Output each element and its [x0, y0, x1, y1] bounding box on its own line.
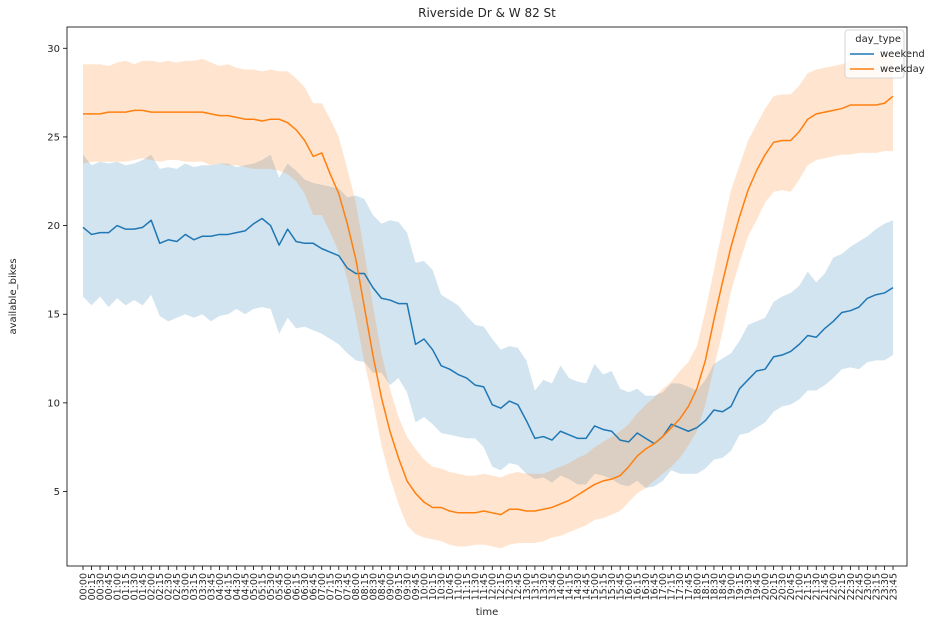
legend-label-weekend: weekend: [880, 49, 925, 60]
y-axis-label: available_bikes: [8, 258, 19, 334]
x-tick-label: 23:45: [888, 573, 899, 600]
legend-label-weekday: weekday: [880, 64, 925, 75]
y-tick-label: 5: [54, 487, 60, 498]
y-tick-label: 25: [47, 132, 60, 143]
y-tick-label: 10: [47, 398, 60, 409]
y-tick-label: 20: [47, 221, 60, 232]
ci-band-weekend: [83, 155, 893, 488]
y-tick-label: 15: [47, 310, 60, 321]
chart-title: Riverside Dr & W 82 St: [418, 6, 556, 20]
y-tick-label: 30: [47, 44, 60, 55]
x-axis-label: time: [476, 607, 499, 618]
legend: day_type weekend weekday: [845, 30, 925, 78]
legend-title: day_type: [855, 34, 901, 45]
